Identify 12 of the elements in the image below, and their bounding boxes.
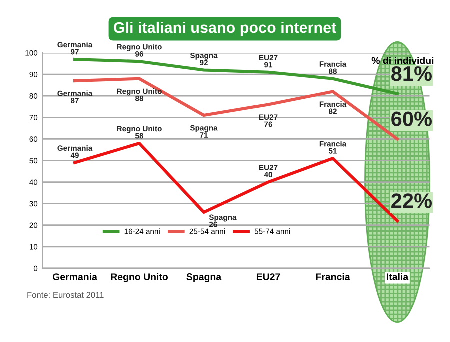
chart-title: Gli italiani usano poco internet (114, 22, 336, 36)
source-note: Fonte: Eurostat 2011 (28, 292, 104, 298)
annotation: % di individui (372, 57, 434, 64)
data-label: 22% (392, 194, 432, 208)
x-tick-label: EU27 (256, 274, 280, 280)
x-tick-label: Germania (52, 273, 98, 280)
data-label: 81% (392, 66, 432, 82)
x-tick-label: Regno Unito (111, 273, 168, 282)
data-label: 60% (392, 112, 432, 126)
x-tick-label: Italia (387, 273, 409, 280)
x-tick-label: Spagna (186, 274, 222, 282)
x-tick-label: Francia (316, 273, 350, 280)
